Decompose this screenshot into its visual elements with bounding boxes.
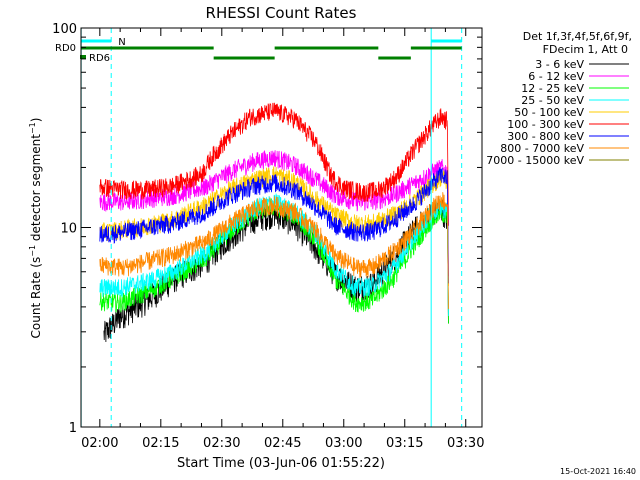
x-tick-label: 02:15 xyxy=(142,436,179,451)
series-line xyxy=(99,102,449,226)
series-line xyxy=(99,166,449,286)
flag-label: RD6 xyxy=(89,53,110,64)
legend-entry: 50 - 100 keV xyxy=(514,106,584,119)
x-tick-label: 02:30 xyxy=(203,436,240,451)
x-tick-label: 02:00 xyxy=(81,436,118,451)
axes-layer: 1 10 100 02:00 02:15 02:30 02:45 03:00 03:15 03:3… xyxy=(52,22,484,451)
chart-title: RHESSI Count Rates xyxy=(206,4,357,22)
legend-entry: 300 - 800 keV xyxy=(507,130,584,143)
series-layer xyxy=(99,102,449,343)
x-axis-label: Start Time (03-Jun-06 01:55:22) xyxy=(177,456,385,471)
flag-label: RD0 xyxy=(55,43,76,54)
x-tick-label: 03:15 xyxy=(386,436,423,451)
series-line xyxy=(103,199,449,343)
y-tick-label: 10 xyxy=(60,222,77,237)
y-tick-label: 100 xyxy=(52,22,77,37)
legend-entry: 800 - 7000 keV xyxy=(500,142,584,155)
legend-entry: 6 - 12 keV xyxy=(528,70,584,83)
legend-entry: 25 - 50 keV xyxy=(521,94,584,107)
legend-entry: 100 - 300 keV xyxy=(507,118,584,131)
legend-entry: 12 - 25 keV xyxy=(521,82,584,95)
x-tick-label: 02:45 xyxy=(264,436,301,451)
y-tick-label: 1 xyxy=(69,421,77,436)
x-tick-label: 03:00 xyxy=(325,436,362,451)
legend-entry: 7000 - 15000 keV xyxy=(486,154,584,167)
series-line xyxy=(99,167,449,284)
legend-header-line1: Det 1f,3f,4f,5f,6f,9f, xyxy=(523,30,632,43)
legend: Det 1f,3f,4f,5f,6f,9f, FDecim 1, Att 0 3… xyxy=(486,30,632,167)
attenuator-label: N xyxy=(118,37,125,48)
y-axis-label: Count Rate (s−1 detector segment−1) xyxy=(28,118,43,339)
flag-marker xyxy=(80,55,86,59)
footer-timestamp: 15-Oct-2021 16:40 xyxy=(560,467,636,476)
legend-entry: 3 - 6 keV xyxy=(535,58,584,71)
series-line xyxy=(99,192,449,310)
x-tick-label: 03:30 xyxy=(447,436,484,451)
legend-header-line2: FDecim 1, Att 0 xyxy=(543,43,628,56)
